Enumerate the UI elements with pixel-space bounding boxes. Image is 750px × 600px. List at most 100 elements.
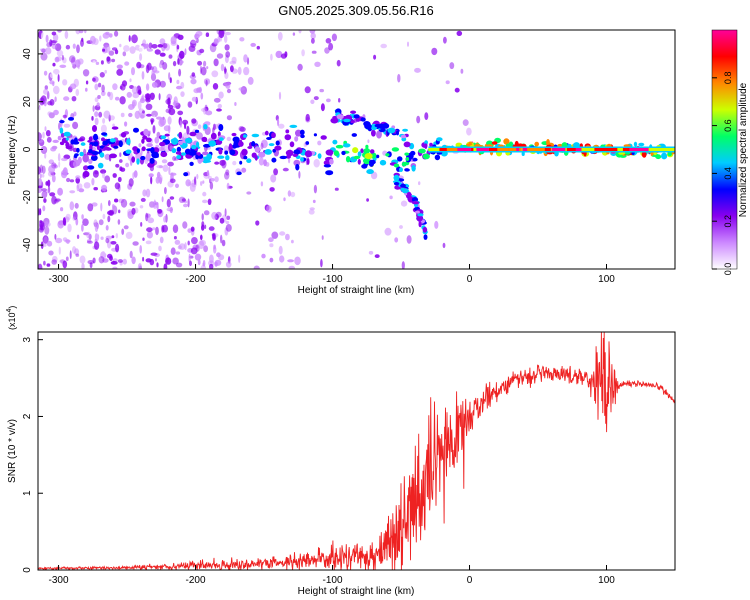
- spectrogram-signal-cell: [412, 157, 418, 162]
- spectrogram-noise-cell: [75, 175, 81, 180]
- spectrogram-signal-cell: [361, 164, 368, 169]
- spectrogram-signal-cell: [271, 157, 277, 163]
- spectrogram-signal-cell: [393, 174, 400, 181]
- spectrogram-noise-cell: [216, 252, 221, 258]
- spectrogram-signal-cell: [236, 171, 242, 176]
- spectrogram-noise-cell: [51, 259, 57, 265]
- colorbar: [711, 29, 738, 270]
- spectrogram-noise-cell: [66, 177, 71, 183]
- spectrogram-noise-cell: [100, 124, 107, 134]
- spectrogram-noise-cell: [81, 263, 85, 269]
- spectrogram-noise-cell: [74, 248, 80, 256]
- spectrogram-noise-cell: [44, 226, 50, 235]
- spectrogram-signal-cell: [218, 148, 223, 155]
- spectrogram-signal-cell: [59, 127, 64, 134]
- spectrogram-noise-cell: [139, 53, 143, 61]
- spectrogram-signal-cell: [422, 153, 430, 160]
- spectrogram-signal-cell: [266, 137, 272, 140]
- spectrogram-noise-cell: [52, 62, 56, 67]
- spectrogram-signal-cell: [391, 147, 400, 152]
- spectrogram-signal-cell: [561, 142, 568, 148]
- spectrogram-noise-cell: [445, 80, 450, 85]
- spectrogram-noise-cell: [269, 187, 275, 192]
- spectrogram-noise-cell: [205, 110, 213, 116]
- spectrogram-noise-cell: [460, 68, 464, 74]
- spectrogram-noise-cell: [115, 233, 119, 239]
- spectrogram-noise-cell: [51, 31, 57, 36]
- spectrogram-noise-cell: [49, 192, 56, 197]
- spectrogram-noise-cell: [202, 151, 209, 156]
- spectrogram-noise-cell: [81, 214, 84, 220]
- spectrogram-noise-cell: [189, 260, 192, 267]
- spectrogram-noise-cell: [216, 108, 222, 112]
- spectrogram-noise-cell: [119, 159, 123, 163]
- spectrogram-noise-cell: [151, 81, 158, 88]
- spectrogram-signal-cell: [131, 156, 136, 163]
- spectrogram-noise-cell: [164, 187, 167, 195]
- spectrogram-noise-cell: [156, 262, 159, 268]
- spectrogram-signal-cell: [369, 159, 376, 165]
- spectrogram-signal-cell: [239, 160, 243, 165]
- spectrogram-signal-cell: [126, 138, 131, 146]
- spectrogram-noise-cell: [188, 45, 196, 52]
- spectrogram-noise-cell: [58, 122, 61, 130]
- spectrogram-noise-cell: [134, 110, 141, 119]
- spectrogram-signal-cell: [573, 142, 580, 148]
- spectrogram-noise-cell: [97, 95, 101, 99]
- spectrogram-noise-cell: [129, 201, 136, 207]
- spectrogram-signal-cell: [400, 134, 407, 139]
- spectrogram-noise-cell: [250, 42, 256, 47]
- spectrogram-noise-cell: [209, 263, 214, 269]
- spectrogram-noise-cell: [305, 113, 310, 122]
- spectrogram-signal-cell: [403, 141, 411, 148]
- spectrogram-noise-cell: [314, 61, 321, 67]
- spectrogram-noise-cell: [215, 211, 222, 218]
- spectrogram-noise-cell: [122, 51, 127, 57]
- spectrogram-noise-cell: [407, 41, 409, 47]
- spectrogram-noise-cell: [246, 191, 252, 195]
- spectrogram-noise-cell: [190, 78, 197, 85]
- spectrogram-noise-cell: [213, 97, 221, 103]
- spectrogram-noise-cell: [86, 239, 92, 243]
- spectrogram-noise-cell: [121, 30, 128, 37]
- spectrogram-noise-cell: [161, 225, 165, 233]
- spectrogram-signal-cell: [79, 151, 84, 157]
- spectrogram-noise-cell: [57, 187, 63, 196]
- spectrogram-noise-cell: [116, 68, 124, 76]
- spectrogram-noise-cell: [159, 236, 164, 244]
- spectrogram-noise-cell: [338, 98, 341, 103]
- spectrogram-noise-cell: [65, 44, 71, 50]
- spectrogram-signal-cell: [175, 151, 182, 155]
- spectrogram-noise-cell: [169, 206, 173, 214]
- spectrogram-noise-cell: [224, 44, 230, 51]
- spectrogram-noise-cell: [72, 216, 76, 221]
- spectrogram-signal-cell: [176, 146, 182, 153]
- spectrogram-noise-cell: [221, 239, 226, 247]
- spectrogram-noise-cell: [159, 177, 163, 185]
- spectrogram-noise-cell: [100, 202, 103, 212]
- spectrogram-signal-cell: [371, 129, 376, 137]
- spectrogram-noise-cell: [177, 58, 180, 65]
- spectrogram-noise-cell: [226, 88, 232, 94]
- spectrogram-noise-cell: [86, 231, 91, 239]
- spectrogram-noise-cell: [196, 173, 199, 180]
- spectrogram-noise-cell: [137, 263, 142, 269]
- spectrogram-signal-cell: [357, 158, 361, 165]
- spectrogram-band-peak: [537, 148, 545, 151]
- spectrogram-noise-cell: [109, 91, 114, 101]
- spectrogram-signal-cell: [160, 135, 167, 140]
- spectrogram-noise-cell: [277, 118, 280, 127]
- spectrogram-signal-cell: [355, 118, 361, 122]
- spectrogram-noise-cell: [234, 102, 237, 106]
- spectrogram-signal-cell: [320, 135, 327, 140]
- spectrogram-noise-cell: [86, 240, 93, 244]
- spectrogram-noise-cell: [38, 178, 43, 186]
- spectrogram-noise-cell: [213, 246, 217, 254]
- spectrogram-noise-cell: [202, 191, 207, 197]
- spectrogram-noise-cell: [56, 49, 64, 57]
- spectrogram-noise-cell: [39, 173, 42, 179]
- spectrogram-signal-cell: [185, 137, 193, 144]
- spectrogram-signal-cell: [429, 142, 433, 147]
- spectrogram-noise-cell: [200, 234, 203, 241]
- spectrogram-noise-cell: [322, 54, 326, 59]
